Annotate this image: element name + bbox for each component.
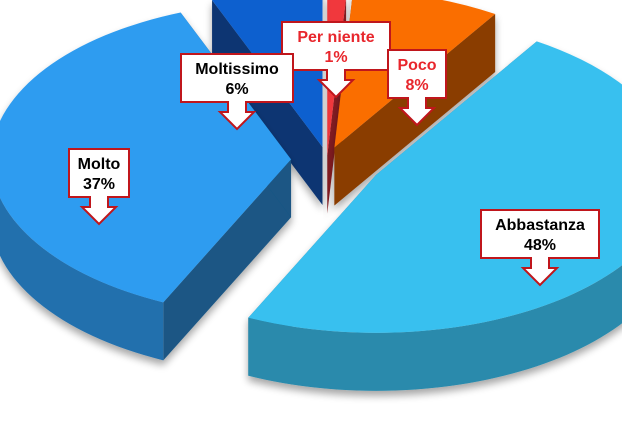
pie-slice-wall bbox=[163, 159, 292, 361]
slice-value-label: 37% bbox=[83, 176, 115, 193]
callout-molto: Molto 37% bbox=[68, 148, 130, 226]
pie-slice-abbastanza bbox=[248, 41, 622, 391]
slice-name-label: Per niente bbox=[297, 29, 374, 46]
callout-box bbox=[480, 209, 600, 287]
pie-slice-rim bbox=[0, 197, 164, 361]
slice-value-label: 1% bbox=[324, 49, 347, 66]
slice-name-label: Molto bbox=[78, 156, 121, 173]
slice-value-label: 48% bbox=[524, 237, 556, 254]
callout-box bbox=[68, 148, 130, 226]
slice-name-label: Abbastanza bbox=[495, 217, 585, 234]
slice-value-label: 8% bbox=[405, 77, 428, 94]
slice-name-label: Poco bbox=[397, 57, 436, 74]
callout-abbastanza: Abbastanza 48% bbox=[480, 209, 600, 287]
callout-box bbox=[180, 53, 294, 131]
pie-slice-top bbox=[248, 41, 622, 333]
slice-name-label: Moltissimo bbox=[195, 61, 279, 78]
slice-value-label: 6% bbox=[225, 81, 248, 98]
callout-poco: Poco 8% bbox=[387, 49, 447, 127]
callout-box bbox=[387, 49, 447, 127]
callout-moltissimo: Moltissimo 6% bbox=[180, 53, 294, 131]
pie-slice-rim bbox=[248, 265, 622, 391]
